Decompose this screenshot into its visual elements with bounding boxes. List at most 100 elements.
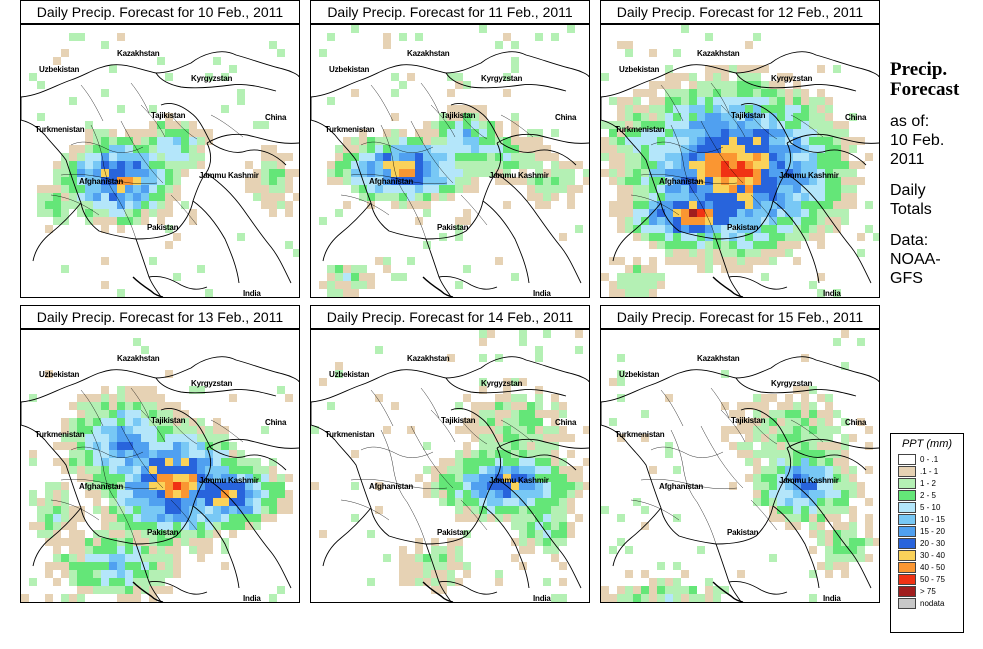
precip-cell	[817, 177, 825, 185]
precip-cell	[471, 185, 479, 193]
legend-label: 2 - 5	[920, 490, 937, 500]
precip-cell	[93, 394, 101, 402]
precip-cell	[85, 538, 93, 546]
precip-cell	[149, 410, 157, 418]
precip-cell	[713, 65, 721, 73]
precip-cell	[809, 530, 817, 538]
precip-cell	[245, 161, 253, 169]
precip-cell	[447, 105, 455, 113]
precip-cell	[149, 434, 157, 442]
precip-cell	[801, 105, 809, 113]
precip-cell	[609, 209, 617, 217]
precip-cell	[809, 113, 817, 121]
precip-cell	[407, 554, 415, 562]
precip-cell	[689, 145, 697, 153]
precip-cell	[439, 474, 447, 482]
precip-cell	[133, 506, 141, 514]
precip-cell	[793, 225, 801, 233]
precip-cell	[335, 370, 343, 378]
precip-cell	[237, 490, 245, 498]
precip-cell	[825, 185, 833, 193]
precip-cell	[133, 145, 141, 153]
precip-cell	[125, 209, 133, 217]
precip-cell	[431, 562, 439, 570]
precip-cell	[157, 546, 165, 554]
precip-cell	[165, 514, 173, 522]
precip-cell	[527, 177, 535, 185]
precip-cell	[407, 177, 415, 185]
precip-cell	[785, 209, 793, 217]
precip-cell	[801, 442, 809, 450]
precip-cell	[109, 562, 117, 570]
precip-cell	[253, 506, 261, 514]
precip-cell	[737, 241, 745, 249]
precip-cell	[399, 201, 407, 209]
precip-cell	[487, 514, 495, 522]
precip-cell	[681, 169, 689, 177]
precip-cell	[149, 514, 157, 522]
precip-cell	[809, 137, 817, 145]
precip-cell	[551, 530, 559, 538]
precip-cell	[567, 506, 575, 514]
precip-cell	[527, 498, 535, 506]
precip-cell	[141, 570, 149, 578]
label-jammu-kashmir: Jammu Kashmir	[779, 476, 839, 485]
precip-cell	[463, 482, 471, 490]
precip-cell	[551, 490, 559, 498]
precip-cell	[447, 474, 455, 482]
precip-cell	[657, 121, 665, 129]
precip-cell	[697, 161, 705, 169]
precip-cell	[713, 586, 721, 594]
precip-cell	[253, 177, 261, 185]
precip-cell	[721, 233, 729, 241]
precip-cell	[479, 426, 487, 434]
precip-cell	[697, 209, 705, 217]
precip-cell	[793, 426, 801, 434]
precip-cell	[753, 113, 761, 121]
precip-cell	[125, 586, 133, 594]
precip-cell	[359, 273, 367, 281]
precip-cell	[543, 426, 551, 434]
label-turkmenistan: Turkmenistan	[35, 125, 85, 134]
precip-cell	[849, 169, 857, 177]
precip-cell	[85, 129, 93, 137]
precip-cell	[109, 193, 117, 201]
precip-cell	[527, 506, 535, 514]
precip-cell	[625, 177, 633, 185]
precip-cell	[431, 193, 439, 201]
precip-cell	[503, 153, 511, 161]
precip-cell	[383, 161, 391, 169]
precip-cell	[689, 105, 697, 113]
precip-cell	[181, 426, 189, 434]
precip-cell	[633, 217, 641, 225]
precip-cell	[133, 442, 141, 450]
precip-cell	[849, 554, 857, 562]
precip-cell	[551, 169, 559, 177]
precip-cell	[737, 402, 745, 410]
legend-row: 5 - 10	[898, 501, 963, 513]
precip-cell	[157, 554, 165, 562]
precip-cell	[261, 177, 269, 185]
precip-cell	[713, 225, 721, 233]
precip-cell	[93, 169, 101, 177]
precip-cell	[649, 257, 657, 265]
precip-cell	[69, 522, 77, 530]
precip-cell	[825, 209, 833, 217]
precip-cell	[189, 498, 197, 506]
precip-cell	[141, 177, 149, 185]
precip-cell	[511, 153, 519, 161]
precip-cell	[253, 522, 261, 530]
precip-cell	[237, 482, 245, 490]
precip-cell	[649, 241, 657, 249]
precip-cell	[633, 201, 641, 209]
precip-cell	[713, 185, 721, 193]
precip-cell	[479, 354, 487, 362]
precip-cell	[229, 65, 237, 73]
precip-cell	[173, 530, 181, 538]
precip-cell	[745, 145, 753, 153]
precip-cell	[745, 73, 753, 81]
precip-cell	[213, 514, 221, 522]
precip-cell	[479, 442, 487, 450]
precip-cell	[737, 410, 745, 418]
